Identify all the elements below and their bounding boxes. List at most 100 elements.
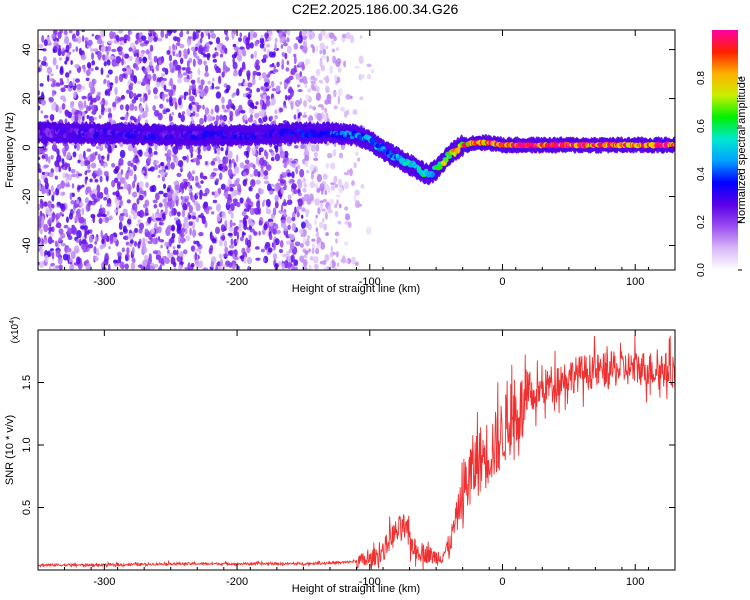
noise-speck <box>164 165 169 170</box>
noise-speck <box>302 187 307 193</box>
noise-speck <box>361 74 365 79</box>
noise-speck <box>92 214 96 224</box>
noise-speck <box>57 47 62 57</box>
noise-speck <box>294 69 298 73</box>
noise-speck <box>145 182 149 188</box>
noise-speck <box>243 50 247 57</box>
noise-speck <box>186 201 191 207</box>
noise-speck <box>171 207 175 216</box>
noise-speck <box>167 30 173 34</box>
noise-speck <box>216 44 222 51</box>
noise-speck <box>198 84 204 90</box>
noise-speck <box>307 234 310 241</box>
noise-speck <box>263 180 270 185</box>
noise-speck <box>125 104 130 112</box>
noise-speck <box>242 179 248 187</box>
noise-speck <box>227 98 232 107</box>
noise-speck <box>65 216 69 223</box>
noise-speck <box>127 166 131 171</box>
noise-speck <box>337 220 342 225</box>
noise-speck <box>286 30 291 36</box>
noise-speck <box>325 86 330 93</box>
noise-speck <box>65 175 69 184</box>
noise-speck <box>268 149 273 153</box>
noise-speck <box>274 114 279 120</box>
noise-speck <box>139 97 143 102</box>
noise-speck <box>231 158 235 164</box>
noise-speck <box>84 197 89 204</box>
noise-speck <box>285 67 290 72</box>
noise-speck <box>313 255 319 264</box>
noise-speck <box>300 214 304 219</box>
noise-speck <box>344 241 349 246</box>
noise-speck <box>266 164 272 171</box>
noise-speck <box>231 250 237 254</box>
noise-speck <box>280 44 284 49</box>
noise-speck <box>250 53 254 59</box>
noise-speck <box>83 150 86 160</box>
noise-speck <box>351 180 355 187</box>
noise-speck <box>118 73 124 83</box>
noise-speck <box>203 30 209 34</box>
noise-speck <box>328 198 334 206</box>
noise-speck <box>83 37 89 41</box>
noise-speck <box>218 239 224 247</box>
noise-speck <box>38 168 42 174</box>
noise-speck <box>163 192 169 198</box>
noise-speck <box>86 114 90 120</box>
noise-speck <box>123 38 127 44</box>
noise-speck <box>290 101 294 110</box>
noise-speck <box>96 190 101 198</box>
noise-speck <box>64 110 70 117</box>
noise-speck <box>172 146 177 154</box>
noise-speck <box>246 256 253 265</box>
noise-speck <box>231 32 235 41</box>
noise-speck <box>166 50 171 55</box>
noise-speck <box>41 60 47 66</box>
noise-speck <box>333 175 338 183</box>
noise-speck <box>272 253 278 260</box>
noise-speck <box>242 217 247 225</box>
x-tick-label: 100 <box>626 276 644 288</box>
noise-speck <box>109 236 114 245</box>
noise-speck <box>155 217 161 221</box>
noise-speck <box>233 256 239 261</box>
noise-speck <box>62 172 67 179</box>
noise-speck <box>152 73 157 82</box>
noise-speck <box>152 87 158 95</box>
noise-speck <box>120 94 126 100</box>
noise-speck <box>306 193 310 200</box>
noise-speck <box>353 194 357 202</box>
noise-speck <box>145 238 148 243</box>
noise-speck <box>90 67 94 72</box>
noise-speck <box>337 67 342 73</box>
noise-speck <box>122 208 128 215</box>
noise-speck <box>228 163 232 170</box>
noise-speck <box>298 192 302 197</box>
noise-speck <box>237 53 243 62</box>
noise-speck <box>116 172 123 180</box>
noise-speck <box>349 168 353 177</box>
noise-speck <box>106 210 110 216</box>
noise-speck <box>63 224 69 229</box>
noise-speck <box>70 168 76 174</box>
noise-speck <box>97 153 101 161</box>
noise-speck <box>274 194 279 202</box>
noise-speck <box>212 146 216 150</box>
bottom-y-ticks: 0.5 1.0 1.5 <box>21 375 675 515</box>
noise-speck <box>263 175 269 180</box>
noise-speck <box>233 166 240 174</box>
noise-speck <box>249 30 255 35</box>
y-tick-label: 1.5 <box>21 375 33 390</box>
noise-speck <box>52 57 57 66</box>
x-tick-label: -100 <box>359 576 381 588</box>
x-tick-label: 0 <box>499 276 505 288</box>
noise-speck <box>188 95 195 102</box>
noise-speck <box>164 33 169 39</box>
noise-speck <box>313 77 318 82</box>
ridge-core <box>399 157 406 164</box>
noise-speck <box>41 216 45 225</box>
noise-speck <box>319 200 324 204</box>
noise-speck <box>331 48 336 53</box>
noise-speck <box>243 256 247 265</box>
